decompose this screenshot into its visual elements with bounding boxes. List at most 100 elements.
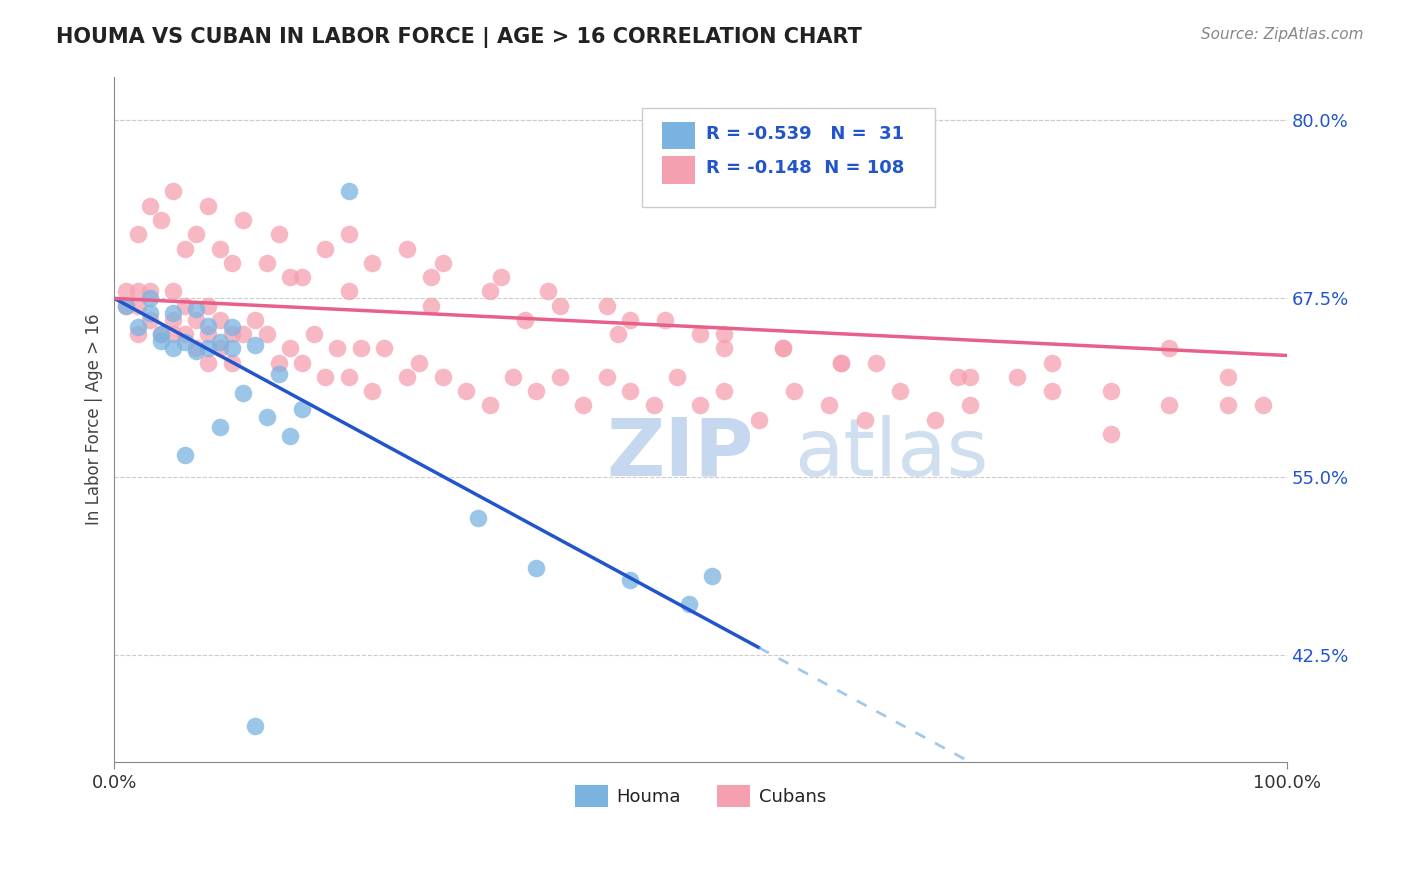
- Point: [138, 306, 160, 320]
- Point: [115, 299, 138, 313]
- Point: [1099, 384, 1122, 398]
- Point: [221, 320, 243, 334]
- Point: [419, 299, 441, 313]
- Point: [173, 242, 195, 256]
- Point: [267, 368, 290, 382]
- Point: [1040, 355, 1063, 369]
- Point: [243, 719, 266, 733]
- Point: [432, 256, 454, 270]
- Point: [830, 355, 852, 369]
- Point: [478, 285, 501, 299]
- Point: [186, 227, 208, 242]
- Point: [467, 511, 489, 525]
- Point: [162, 341, 184, 355]
- Point: [162, 313, 184, 327]
- Point: [548, 299, 571, 313]
- Text: atlas: atlas: [794, 415, 988, 492]
- Point: [256, 410, 278, 425]
- Point: [138, 285, 160, 299]
- Legend: Houma, Cubans: Houma, Cubans: [568, 778, 834, 814]
- Point: [948, 369, 970, 384]
- Point: [115, 299, 138, 313]
- Point: [173, 327, 195, 342]
- Point: [889, 384, 911, 398]
- Point: [526, 561, 548, 575]
- Point: [197, 327, 219, 342]
- Point: [396, 369, 419, 384]
- Point: [314, 242, 336, 256]
- Point: [1216, 398, 1239, 412]
- Point: [127, 320, 149, 334]
- Point: [150, 327, 173, 342]
- Point: [783, 384, 806, 398]
- Point: [138, 313, 160, 327]
- Point: [419, 270, 441, 285]
- Point: [818, 398, 841, 412]
- Point: [232, 213, 254, 227]
- Point: [256, 327, 278, 342]
- Point: [337, 285, 360, 299]
- Point: [1251, 398, 1274, 412]
- Point: [1005, 369, 1028, 384]
- Point: [162, 285, 184, 299]
- Point: [678, 597, 700, 611]
- Point: [865, 355, 887, 369]
- Point: [278, 429, 301, 443]
- Point: [173, 299, 195, 313]
- Point: [162, 327, 184, 342]
- Point: [654, 313, 676, 327]
- Point: [186, 344, 208, 359]
- Point: [713, 384, 735, 398]
- Point: [959, 369, 981, 384]
- Point: [1159, 398, 1181, 412]
- Point: [221, 256, 243, 270]
- Point: [830, 355, 852, 369]
- Point: [326, 341, 349, 355]
- Point: [596, 299, 619, 313]
- Point: [186, 341, 208, 355]
- Point: [548, 369, 571, 384]
- Point: [643, 398, 665, 412]
- Point: [291, 355, 314, 369]
- Point: [243, 338, 266, 352]
- Point: [361, 384, 384, 398]
- Point: [959, 398, 981, 412]
- Point: [127, 227, 149, 242]
- Point: [278, 270, 301, 285]
- Point: [256, 256, 278, 270]
- Point: [349, 341, 371, 355]
- Y-axis label: In Labor Force | Age > 16: In Labor Force | Age > 16: [86, 314, 103, 525]
- Point: [197, 319, 219, 334]
- Point: [337, 185, 360, 199]
- Point: [337, 227, 360, 242]
- Point: [772, 341, 794, 355]
- Point: [291, 270, 314, 285]
- Point: [314, 369, 336, 384]
- Point: [197, 341, 219, 355]
- Text: Source: ZipAtlas.com: Source: ZipAtlas.com: [1201, 27, 1364, 42]
- Point: [162, 185, 184, 199]
- Point: [408, 355, 430, 369]
- Point: [115, 285, 138, 299]
- Point: [596, 369, 619, 384]
- Point: [537, 285, 560, 299]
- Point: [197, 355, 219, 369]
- Point: [291, 402, 314, 417]
- Point: [454, 384, 477, 398]
- Point: [1159, 341, 1181, 355]
- Point: [208, 242, 231, 256]
- Point: [607, 327, 630, 342]
- Point: [689, 327, 711, 342]
- Point: [243, 313, 266, 327]
- Text: HOUMA VS CUBAN IN LABOR FORCE | AGE > 16 CORRELATION CHART: HOUMA VS CUBAN IN LABOR FORCE | AGE > 16…: [56, 27, 862, 48]
- Point: [373, 341, 395, 355]
- Text: R = -0.539   N =  31: R = -0.539 N = 31: [706, 125, 904, 144]
- Point: [197, 299, 219, 313]
- Point: [150, 213, 173, 227]
- Point: [689, 398, 711, 412]
- Point: [1216, 369, 1239, 384]
- Point: [221, 355, 243, 369]
- Point: [267, 227, 290, 242]
- Text: ZIP: ZIP: [607, 415, 754, 492]
- Point: [208, 341, 231, 355]
